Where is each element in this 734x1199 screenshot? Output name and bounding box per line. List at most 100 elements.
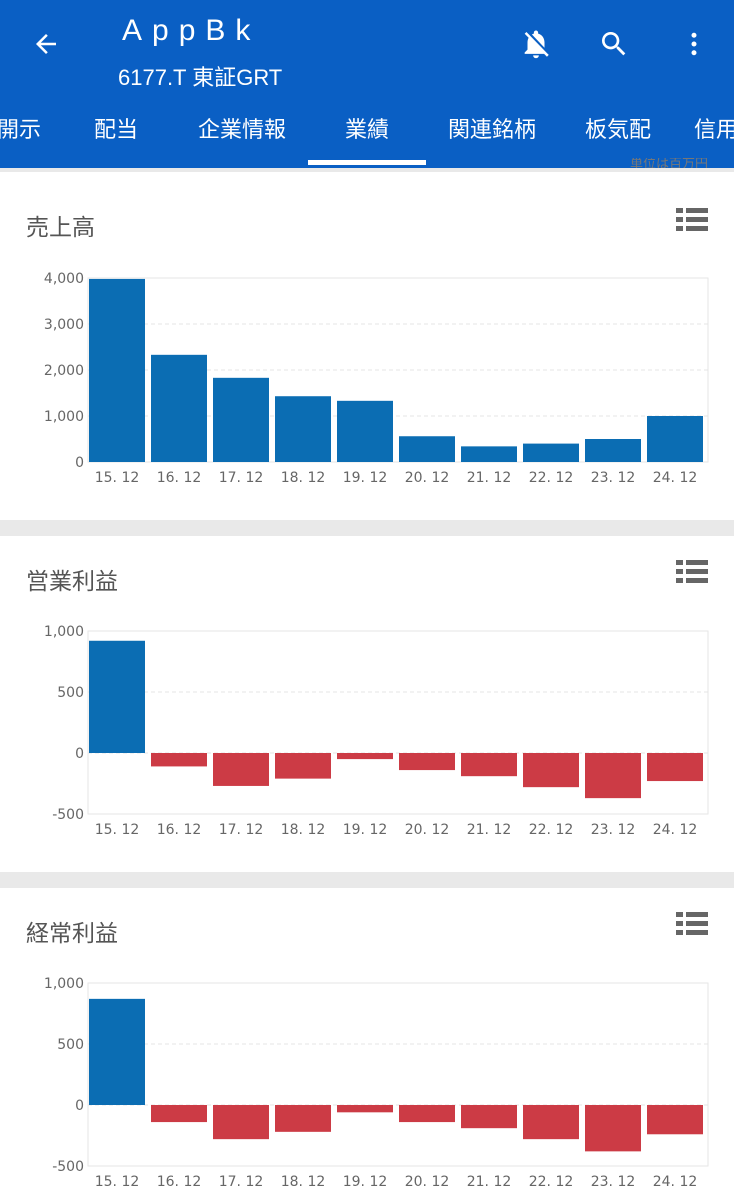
bar xyxy=(275,396,331,462)
tab-related-stocks[interactable]: 関連銘柄 xyxy=(447,118,536,143)
y-tick-label: 2,000 xyxy=(44,363,84,379)
x-tick-label: 24. 12 xyxy=(653,1174,698,1190)
x-tick-label: 18. 12 xyxy=(281,470,326,486)
sales-chart: 4,000 3,000 2,000 1,000 0 15. 12 16. 12 17. 12 1… xyxy=(44,271,709,486)
y-tick-label: 500 xyxy=(57,1037,84,1053)
bar xyxy=(647,1105,703,1135)
plot-frame xyxy=(87,982,709,1167)
app-title: AppBk xyxy=(122,14,261,47)
x-tick-label: 17. 12 xyxy=(219,1174,264,1190)
operating-income-chart: 1,000 500 0 -500 15. 12 16. 12 17. 12 18. 12 19.… xyxy=(44,624,709,838)
bar xyxy=(275,1105,331,1132)
x-tick-label: 19. 12 xyxy=(343,470,388,486)
y-tick-label: 0 xyxy=(75,746,84,762)
y-tick-label: 1,000 xyxy=(44,624,84,640)
x-tick-label: 17. 12 xyxy=(219,470,264,486)
bar xyxy=(213,753,269,786)
bar xyxy=(585,753,641,799)
bar xyxy=(275,753,331,779)
y-tick-label: 0 xyxy=(75,455,84,471)
bar xyxy=(523,753,579,788)
active-tab-indicator xyxy=(308,160,426,165)
x-tick-label: 22. 12 xyxy=(529,822,574,838)
bar xyxy=(89,640,145,753)
y-tick-label: 1,000 xyxy=(44,976,84,992)
bar xyxy=(213,1105,269,1140)
list-icon xyxy=(676,560,708,583)
back-button[interactable] xyxy=(24,24,68,64)
bar xyxy=(89,998,145,1105)
table-view-button[interactable] xyxy=(674,556,710,588)
bar xyxy=(461,1105,517,1129)
card-title: 経常利益 xyxy=(26,921,118,947)
bar xyxy=(89,278,145,462)
more-button[interactable] xyxy=(672,22,716,66)
bar xyxy=(151,1105,207,1123)
y-tick-label: 3,000 xyxy=(44,317,84,333)
bar xyxy=(461,753,517,777)
bar xyxy=(523,1105,579,1140)
x-tick-label: 18. 12 xyxy=(281,822,326,838)
x-tick-label: 23. 12 xyxy=(591,1174,636,1190)
x-tick-label: 17. 12 xyxy=(219,822,264,838)
card-title: 営業利益 xyxy=(26,569,118,595)
y-tick-label: 4,000 xyxy=(44,271,84,287)
bar xyxy=(647,416,703,462)
bar xyxy=(523,443,579,462)
tab-company-info[interactable]: 企業情報 xyxy=(197,118,286,143)
ordinary-income-chart: 1,000 500 0 -500 15. 12 16. 12 17. 12 18. 12 19.… xyxy=(44,976,709,1190)
x-tick-label: 18. 12 xyxy=(281,1174,326,1190)
x-tick-label: 20. 12 xyxy=(405,470,450,486)
x-tick-label: 21. 12 xyxy=(467,470,512,486)
x-tick-label: 22. 12 xyxy=(529,470,574,486)
sales-card: 売上高 4,000 3,000 2,000 1,000 0 15. 12 16. 12 17.… xyxy=(0,172,734,520)
tab-disclosure[interactable]: 開示 xyxy=(0,118,41,143)
x-tick-label: 15. 12 xyxy=(95,1174,140,1190)
operating-income-card: 営業利益 1,000 500 0 -500 15. 12 16. 12 17. 12 18. … xyxy=(0,536,734,872)
x-tick-label: 24. 12 xyxy=(653,470,698,486)
tab-order-book[interactable]: 板気配 xyxy=(584,118,651,143)
bar xyxy=(337,400,393,462)
bar xyxy=(337,1105,393,1113)
notification-off-button[interactable] xyxy=(514,22,558,66)
tab-bar: 開示 配当 企業情報 業績 関連銘柄 板気配 信用 xyxy=(0,104,734,168)
bar xyxy=(213,377,269,462)
bar xyxy=(585,439,641,462)
x-tick-label: 21. 12 xyxy=(467,822,512,838)
search-icon xyxy=(602,32,626,56)
x-tick-label: 21. 12 xyxy=(467,1174,512,1190)
table-view-button[interactable] xyxy=(674,204,710,236)
bar xyxy=(399,1105,455,1123)
y-tick-label: 500 xyxy=(57,685,84,701)
tab-performance[interactable]: 業績 xyxy=(344,118,389,143)
list-icon xyxy=(676,208,708,231)
x-tick-label: 16. 12 xyxy=(157,470,202,486)
x-tick-label: 16. 12 xyxy=(157,822,202,838)
y-tick-label: 0 xyxy=(75,1098,84,1114)
more-vert-icon xyxy=(691,32,697,56)
search-button[interactable] xyxy=(592,22,636,66)
x-tick-label: 23. 12 xyxy=(591,470,636,486)
table-view-button[interactable] xyxy=(674,908,710,940)
x-tick-label: 15. 12 xyxy=(95,470,140,486)
y-tick-label: -500 xyxy=(52,807,84,823)
y-tick-label: 1,000 xyxy=(44,409,84,425)
x-tick-label: 16. 12 xyxy=(157,1174,202,1190)
x-tick-label: 23. 12 xyxy=(591,822,636,838)
tab-margin[interactable]: 信用 xyxy=(694,118,734,143)
tab-dividend[interactable]: 配当 xyxy=(93,118,138,143)
x-tick-label: 15. 12 xyxy=(95,822,140,838)
ordinary-income-card: 経常利益 1,000 500 0 -500 15. 12 16. 12 17. 12 18. … xyxy=(0,888,734,1199)
arrow-back-icon xyxy=(36,34,56,54)
bar xyxy=(337,753,393,760)
app-bar: AppBk 6177.T 東証GRT 開示 配当 企業情報 業績 関連銘柄 板気… xyxy=(0,0,734,168)
list-icon xyxy=(676,912,708,935)
bar xyxy=(151,354,207,462)
bar xyxy=(647,753,703,782)
bell-off-icon xyxy=(524,30,549,59)
x-tick-label: 19. 12 xyxy=(343,1174,388,1190)
app-subtitle: 6177.T 東証GRT xyxy=(118,65,283,90)
bar xyxy=(151,753,207,767)
bar xyxy=(585,1105,641,1152)
x-tick-label: 20. 12 xyxy=(405,1174,450,1190)
